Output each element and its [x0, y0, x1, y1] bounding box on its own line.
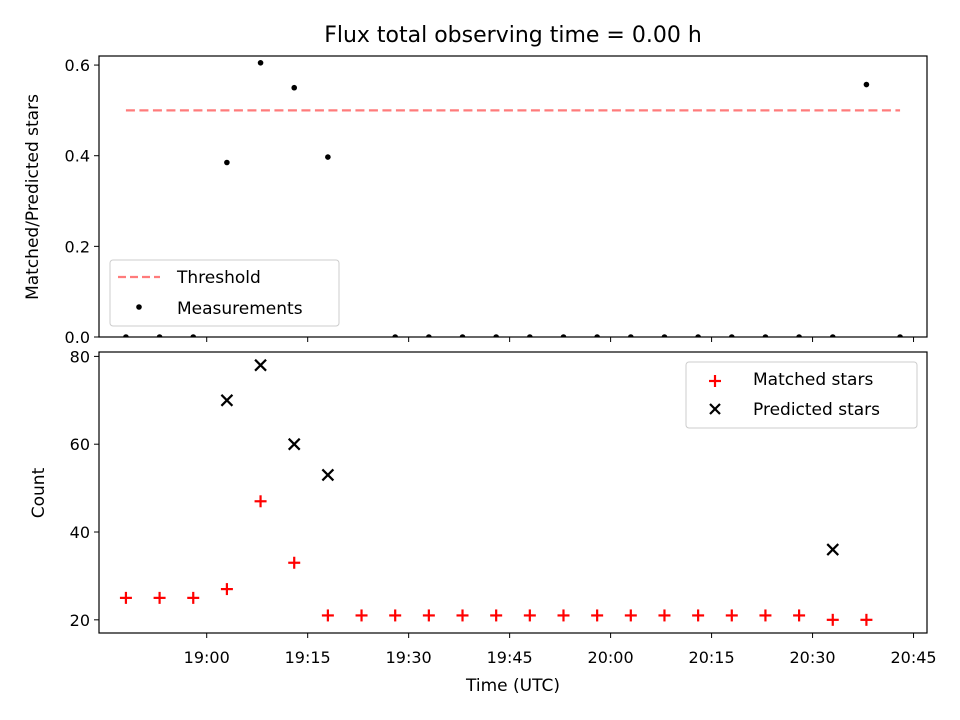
top-axes-frame [98, 55, 928, 338]
chart-title: Flux total observing time = 0.00 h [324, 23, 702, 48]
bottom-legend-box [685, 361, 918, 429]
measurement-point [426, 334, 432, 337]
x-tick-label: 20:30 [790, 648, 836, 667]
measurement-point [796, 334, 802, 337]
legend-measurements-swatch [136, 304, 142, 310]
predicted-star-marker [321, 468, 335, 482]
matched-star-marker [220, 583, 233, 596]
measurement-point [728, 334, 735, 337]
x-tick-label: 20:00 [588, 648, 634, 667]
matched-star-marker [523, 609, 536, 622]
matched-star-marker [860, 613, 873, 626]
measurement-point [695, 334, 701, 337]
legend-matched-label: Matched stars [753, 370, 873, 390]
measurement-point [291, 84, 298, 91]
matched-star-marker [692, 609, 705, 622]
measurement-point [459, 334, 466, 337]
measurement-point [628, 334, 634, 337]
measurement-point [560, 334, 567, 337]
bottom-y-tick-label: 60 [70, 435, 90, 454]
predicted-star-marker [220, 394, 234, 407]
matched-star-marker [389, 609, 402, 622]
measurement-point [863, 81, 870, 88]
measurement-point [156, 334, 163, 337]
matched-star-marker [288, 556, 301, 569]
matched-star-marker [355, 609, 368, 622]
measurement-point [527, 334, 533, 337]
matched-star-marker [119, 591, 132, 604]
bottom-y-axis-label: Count [29, 467, 49, 518]
measurement-point [661, 334, 668, 337]
x-tick-label: 20:15 [689, 648, 735, 667]
bottom-axes-frame [98, 351, 928, 634]
x-tick-label: 19:15 [285, 648, 331, 667]
top-y-tick-label: 0.2 [65, 237, 90, 256]
legend-matched-swatch [709, 375, 721, 387]
measurement-point [257, 59, 264, 66]
measurement-point [392, 334, 398, 337]
predicted-stars-series [220, 358, 840, 556]
predicted-star-marker [254, 358, 267, 372]
top-legend: Threshold Measurements [109, 259, 340, 327]
matched-star-marker [591, 609, 604, 622]
measurement-point [829, 334, 836, 337]
matched-stars-series [119, 495, 873, 626]
top-y-axis-label: Matched/Predicted stars [23, 94, 43, 300]
measurement-point [123, 334, 129, 337]
legend-measurements-label: Measurements [177, 299, 303, 319]
matched-star-marker [153, 591, 166, 604]
legend-predicted-label: Predicted stars [753, 400, 880, 420]
top-y-tick-label: 0.0 [65, 328, 90, 347]
matched-star-marker [658, 609, 671, 622]
matched-star-marker [422, 609, 435, 622]
measurement-point [897, 334, 903, 337]
predicted-star-marker [287, 437, 301, 451]
top-legend-box [109, 259, 340, 327]
matched-star-marker [725, 609, 738, 622]
x-tick-label: 19:00 [184, 648, 230, 667]
top-y-tick-label: 0.4 [65, 147, 90, 166]
predicted-star-marker [826, 543, 840, 556]
x-tick-label: 20:45 [890, 648, 936, 667]
matched-star-marker [624, 609, 637, 622]
measurement-point [224, 159, 230, 166]
legend-threshold-label: Threshold [176, 268, 261, 288]
x-tick-label: 19:30 [386, 648, 432, 667]
bottom-legend: Matched stars Predicted stars [685, 361, 918, 429]
measurement-point [762, 334, 769, 337]
matched-star-marker [321, 609, 334, 622]
bottom-y-tick-label: 80 [70, 347, 90, 366]
measurement-point [325, 154, 331, 160]
legend-predicted-swatch [709, 403, 721, 415]
matched-star-marker [456, 609, 469, 622]
matched-star-marker [826, 613, 839, 626]
bottom-y-tick-label: 40 [70, 523, 90, 542]
measurement-point [594, 334, 600, 337]
top-plot: 0.0 0.2 0.4 0.6 [65, 55, 928, 347]
bottom-plot: 20 40 60 80 19:00 19:15 19:30 19:45 20:00 20:15 20… [70, 347, 937, 667]
bottom-y-tick-label: 20 [70, 611, 90, 630]
matched-star-marker [759, 609, 772, 622]
x-tick-label: 19:45 [487, 648, 533, 667]
measurement-point [190, 334, 197, 337]
x-axis-label: Time (UTC) [465, 676, 560, 696]
matched-star-marker [557, 609, 570, 622]
matched-star-marker [254, 495, 267, 508]
matched-star-marker [187, 591, 200, 604]
measurement-point [493, 334, 499, 337]
measurements-series [123, 59, 903, 337]
top-y-tick-label: 0.6 [65, 56, 90, 75]
matched-star-marker [490, 609, 503, 622]
matched-star-marker [793, 609, 806, 622]
